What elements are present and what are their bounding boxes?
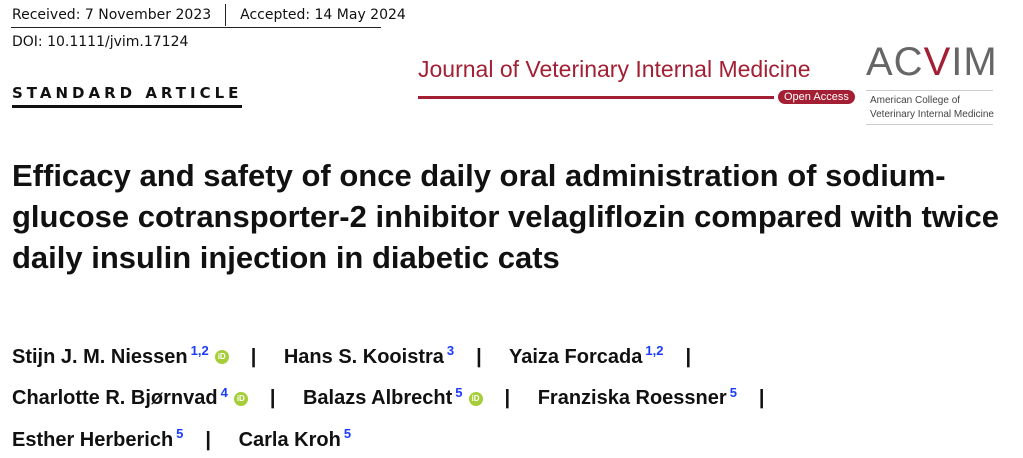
received-date: Received: 7 November 2023: [12, 7, 212, 23]
author[interactable]: Esther Herberich 5: [12, 426, 184, 451]
caduceus-icon: V: [923, 40, 952, 84]
author[interactable]: Charlotte R. Bjørnvad 4: [12, 384, 228, 410]
doi[interactable]: DOI: 10.1111/jvim.17124: [12, 34, 189, 50]
acvim-line: American College of: [870, 95, 961, 106]
divider: [11, 27, 381, 28]
article-title: Efficacy and safety of once daily oral a…: [12, 158, 999, 275]
divider: [866, 90, 993, 91]
acvim-line: Veterinary Internal Medicine: [870, 109, 994, 120]
author[interactable]: Carla Kroh 5: [238, 426, 352, 451]
acvim-logo-text: AC: [866, 40, 924, 84]
acvim-logo: ACVIM: [866, 40, 998, 85]
author[interactable]: Stijn J. M. Niessen 1,2: [12, 343, 209, 368]
orcid-icon[interactable]: iD: [468, 392, 483, 407]
acvim-logo-text: IM: [951, 40, 998, 84]
accepted-date: Accepted: 14 May 2024: [240, 7, 406, 23]
author[interactable]: Hans S. Kooistra 3: [283, 343, 455, 368]
author[interactable]: Franziska Roessner 5: [537, 384, 737, 410]
orcid-icon[interactable]: iD: [233, 392, 248, 407]
author[interactable]: Balazs Albrecht 5: [302, 384, 463, 410]
orcid-icon[interactable]: iD: [214, 350, 229, 365]
author-list: Stijn J. M. Niessen 1,2 iD | Hans S. Kooist…: [12, 343, 765, 451]
author[interactable]: Yaiza Forcada 1,2: [508, 343, 664, 368]
dates: Received: 7 November 2023 Accepted: 14 M…: [12, 4, 406, 26]
acvim-subtitle: American College of Veterinary Internal M…: [870, 94, 994, 122]
journal-rule: [418, 96, 774, 99]
open-access-badge: Open Access: [778, 90, 855, 104]
divider: [866, 124, 993, 125]
article-type: STANDARD ARTICLE: [12, 84, 243, 108]
divider: [225, 4, 227, 26]
journal-title[interactable]: Journal of Veterinary Internal Medicine: [418, 56, 811, 82]
